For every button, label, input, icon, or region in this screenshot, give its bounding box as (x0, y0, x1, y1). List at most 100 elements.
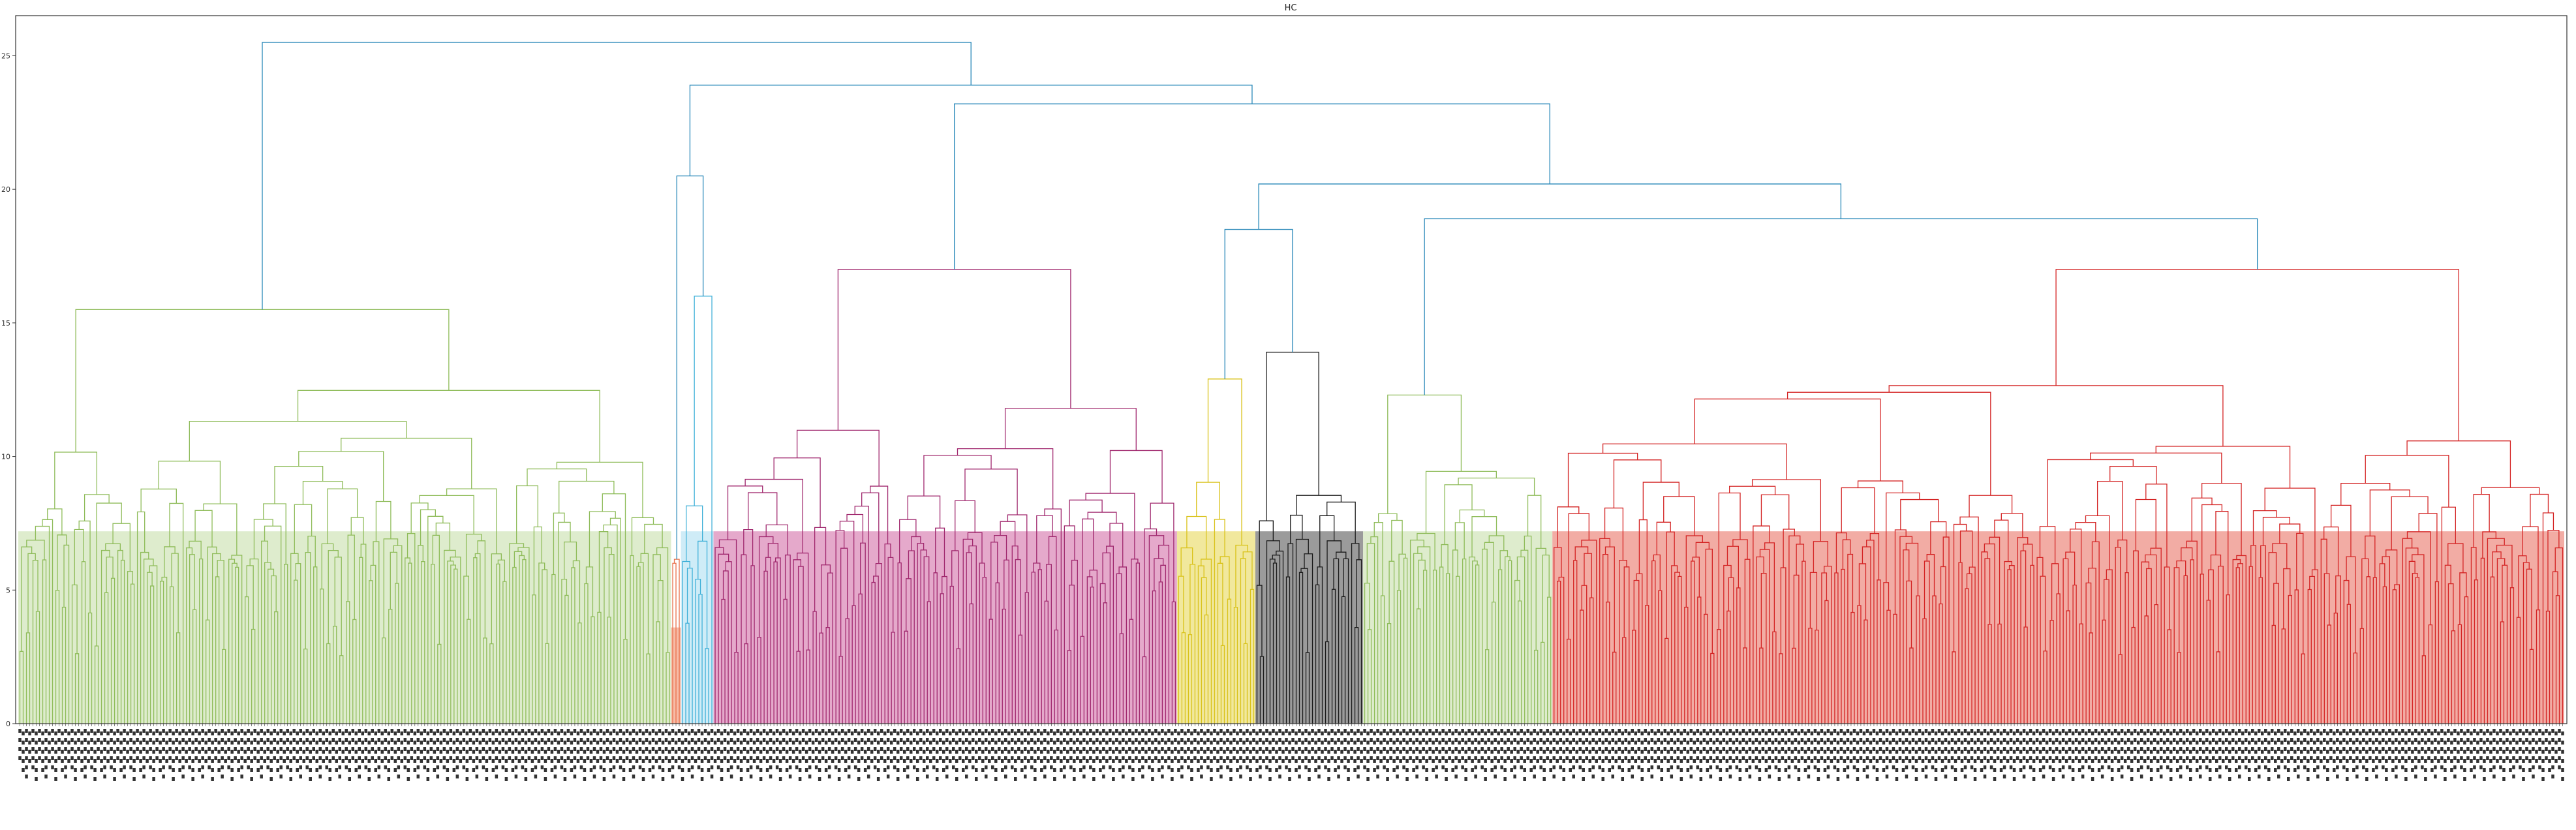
leaf-label-glyph (403, 738, 407, 742)
leaf-label-glyph (129, 756, 132, 760)
leaf-label-glyph (1976, 747, 1980, 751)
leaf-label-glyph (318, 747, 322, 751)
leaf-label-glyph (393, 731, 397, 735)
leaf-label-glyph (1843, 768, 1847, 772)
leaf-label-glyph (1637, 765, 1641, 769)
leaf-label-glyph (1115, 756, 1118, 760)
leaf-label-glyph (1206, 729, 1210, 733)
leaf-label-glyph (1751, 750, 1755, 754)
leaf-label-glyph (1931, 756, 1935, 760)
leaf-label-glyph (1193, 729, 1197, 733)
leaf-label-glyph (230, 759, 234, 763)
leaf-label-glyph (985, 738, 988, 742)
leaf-label-glyph (119, 759, 123, 763)
leaf-label-glyph (2025, 759, 2029, 763)
leaf-label-glyph (1252, 756, 1255, 760)
leaf-label-glyph (1405, 750, 1409, 754)
leaf-label-glyph (811, 741, 815, 745)
leaf-label-glyph (1914, 768, 1918, 772)
leaf-label-glyph (964, 765, 968, 769)
leaf-label-glyph (1125, 731, 1128, 735)
leaf-label-glyph (1441, 729, 1445, 733)
leaf-label-glyph (1507, 738, 1510, 742)
leaf-label-glyph (1582, 731, 1585, 735)
leaf-label-glyph (2055, 738, 2059, 742)
leaf-label-glyph (416, 765, 420, 769)
leaf-label-glyph (1892, 738, 1895, 742)
leaf-label-glyph (207, 747, 211, 751)
leaf-label-glyph (1357, 765, 1360, 769)
leaf-label-glyph (1040, 741, 1043, 745)
leaf-label-glyph (743, 747, 746, 751)
leaf-label-glyph (1764, 731, 1768, 735)
leaf-label-glyph (873, 738, 877, 742)
leaf-label-glyph (628, 768, 632, 772)
leaf-label-glyph (338, 738, 341, 742)
leaf-label-glyph (570, 731, 574, 735)
leaf-label-glyph (211, 759, 214, 763)
leaf-label-glyph (1223, 759, 1226, 763)
leaf-label-glyph (1846, 775, 1850, 778)
leaf-label-glyph (1621, 759, 1625, 763)
leaf-label-glyph (674, 759, 678, 763)
leaf-label-glyph (465, 741, 469, 745)
leaf-label-glyph (818, 741, 821, 745)
leaf-label-glyph (397, 775, 401, 778)
leaf-label-glyph (1340, 741, 1343, 745)
leaf-label-glyph (377, 729, 381, 733)
leaf-label-glyph (902, 750, 906, 754)
leaf-label-glyph (1275, 750, 1278, 754)
leaf-label-glyph (1921, 741, 1925, 745)
leaf-label-glyph (345, 747, 348, 751)
leaf-label-glyph (1154, 756, 1158, 760)
leaf-label-glyph (57, 747, 61, 751)
leaf-label-glyph (1826, 729, 1830, 733)
leaf-label-glyph (172, 731, 175, 735)
leaf-label-glyph (1862, 759, 1866, 763)
leaf-label-glyph (1357, 729, 1360, 733)
leaf-label-glyph (707, 759, 711, 763)
leaf-label-glyph (1758, 768, 1762, 772)
leaf-label-glyph (1285, 756, 1288, 760)
leaf-label-glyph (446, 741, 450, 745)
cluster-fill-band (713, 531, 1177, 724)
leaf-label-glyph (501, 756, 505, 760)
leaf-label-glyph (1066, 750, 1069, 754)
leaf-label-glyph (1931, 747, 1935, 751)
leaf-label-glyph (1950, 729, 1954, 733)
leaf-label-glyph (1451, 759, 1454, 763)
leaf-label-glyph (772, 731, 776, 735)
leaf-label-glyph (1020, 741, 1024, 745)
leaf-label-glyph (1898, 747, 1902, 751)
leaf-label-glyph (429, 729, 433, 733)
leaf-label-glyph (1817, 777, 1820, 781)
leaf-label-glyph (1474, 756, 1477, 760)
leaf-label-glyph (397, 729, 401, 733)
leaf-label-glyph (397, 738, 401, 742)
leaf-label-glyph (1233, 756, 1236, 760)
leaf-label-glyph (1112, 759, 1115, 763)
leaf-label-glyph (847, 747, 851, 751)
leaf-label-glyph (485, 777, 489, 781)
leaf-label-glyph (1350, 756, 1353, 760)
leaf-label-glyph (1415, 729, 1418, 733)
leaf-label-glyph (1112, 750, 1115, 754)
leaf-label-glyph (1154, 747, 1158, 751)
leaf-label-glyph (1445, 777, 1448, 781)
leaf-label-glyph (557, 741, 560, 745)
leaf-label-glyph (1621, 768, 1625, 772)
leaf-label-glyph (1562, 750, 1565, 754)
leaf-label-glyph (1167, 738, 1171, 742)
leaf-label-glyph (1337, 747, 1340, 751)
leaf-label-glyph (2078, 731, 2081, 735)
leaf-label-glyph (1056, 738, 1060, 742)
leaf-label-glyph (475, 747, 479, 751)
leaf-label-glyph (1435, 738, 1438, 742)
leaf-label-glyph (1882, 759, 1886, 763)
leaf-label-glyph (2071, 768, 2075, 772)
leaf-label-glyph (1927, 741, 1931, 745)
leaf-label-glyph (739, 750, 743, 754)
leaf-label-glyph (1409, 738, 1412, 742)
leaf-label-glyph (1262, 750, 1265, 754)
leaf-label-glyph (550, 731, 554, 735)
